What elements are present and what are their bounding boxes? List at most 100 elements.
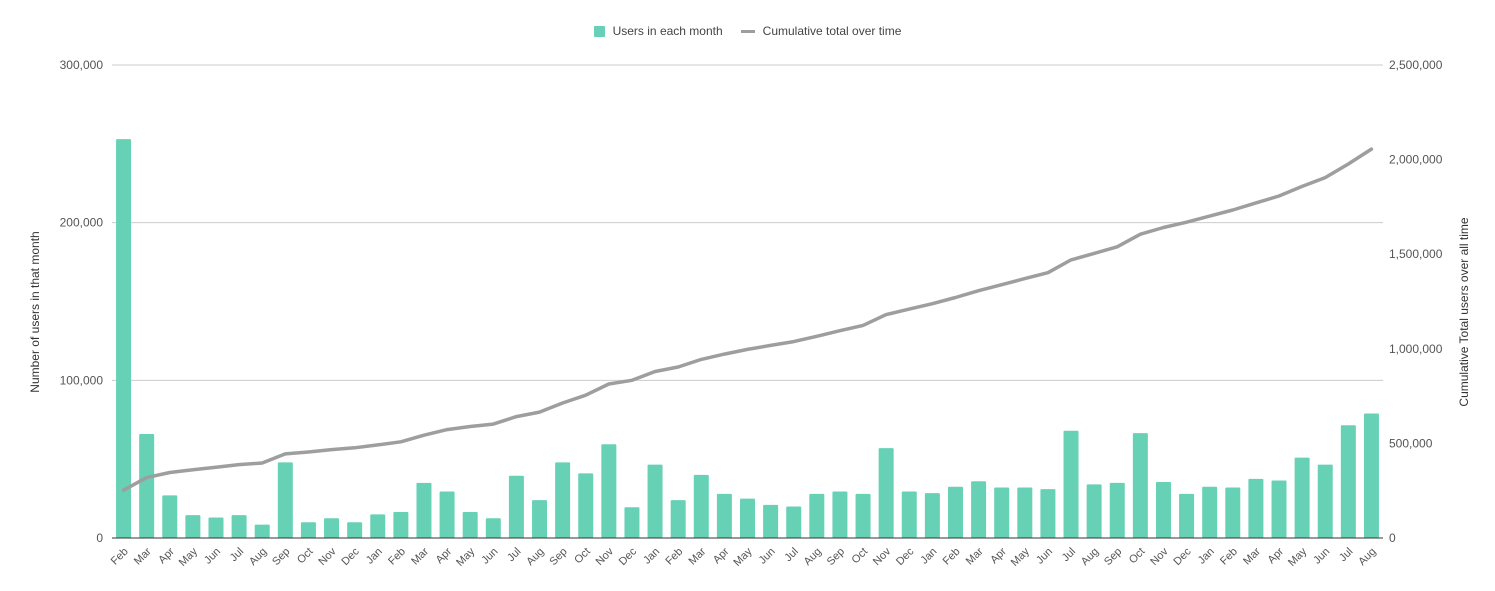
x-tick-label: Sep (547, 546, 569, 568)
x-tick-label: Apr (711, 545, 732, 566)
x-tick-label: Jun (479, 546, 500, 567)
bar (1109, 482, 1125, 538)
x-tick-label: Jul (228, 546, 246, 564)
bar (370, 514, 386, 538)
right-tick-label: 2,000,000 (1389, 153, 1443, 167)
bar (1040, 489, 1056, 538)
bar (947, 486, 963, 538)
bar (994, 487, 1010, 538)
x-tick-label: Feb (941, 546, 963, 568)
x-tick-label: May (1286, 545, 1310, 569)
bar (878, 448, 894, 538)
x-tick-label: May (454, 545, 478, 569)
bar (1363, 413, 1379, 538)
bar (924, 493, 940, 538)
x-tick-label: Mar (964, 545, 986, 567)
bar (1179, 493, 1195, 538)
x-tick-label: Dec (1171, 545, 1194, 568)
bar (1063, 430, 1079, 538)
x-tick-label: Jun (1311, 546, 1332, 567)
bar (1271, 480, 1287, 538)
x-tick-label: Nov (1148, 545, 1171, 568)
x-tick-label: Sep (825, 546, 847, 568)
bar (832, 491, 848, 538)
bar (1202, 486, 1218, 538)
x-tick-label: Feb (109, 546, 131, 568)
bar (786, 506, 802, 538)
bar (508, 475, 524, 538)
x-tick-label: May (1009, 545, 1033, 569)
x-tick-label: Feb (386, 546, 408, 568)
x-tick-label: Aug (1356, 546, 1378, 568)
x-tick-label: May (731, 545, 755, 569)
bar (162, 495, 178, 538)
bar (300, 522, 316, 538)
x-tick-label: Aug (247, 546, 269, 568)
left-tick-label: 100,000 (60, 373, 104, 387)
bar (1294, 457, 1310, 538)
x-tick-label: Jul (782, 546, 800, 564)
bar (185, 515, 201, 538)
x-tick-label: Mar (1241, 545, 1263, 567)
bar (1340, 425, 1356, 538)
x-tick-label: Oct (572, 546, 593, 567)
right-tick-label: 0 (1389, 531, 1396, 545)
legend-bars-label: Users in each month (612, 24, 723, 38)
x-tick-label: Aug (1079, 546, 1101, 568)
x-tick-label: Apr (434, 545, 455, 566)
bar (393, 511, 409, 538)
bar (116, 139, 132, 538)
x-tick-label: Dec (617, 545, 640, 568)
bar (716, 493, 732, 538)
bar (324, 518, 340, 538)
right-tick-label: 2,500,000 (1389, 58, 1443, 72)
bar (601, 444, 617, 538)
x-tick-label: Dec (894, 545, 917, 568)
bar (670, 500, 686, 538)
left-tick-label: 200,000 (60, 216, 104, 230)
x-tick-label: Jun (757, 546, 778, 567)
x-tick-label: Jan (918, 546, 939, 567)
bar (1225, 487, 1241, 538)
legend-item-bars[interactable]: Users in each month (593, 24, 723, 38)
x-tick-label: Oct (295, 546, 316, 567)
x-tick-label: Jul (1060, 546, 1078, 564)
bar (347, 522, 363, 538)
bar (647, 464, 663, 538)
x-tick-label: Nov (316, 545, 339, 568)
x-tick-label: Nov (871, 545, 894, 568)
legend-item-line[interactable]: Cumulative total over time (740, 24, 901, 38)
bar (624, 507, 640, 538)
left-tick-label: 0 (96, 531, 103, 545)
legend-line-swatch (740, 29, 755, 33)
x-tick-label: Jul (1337, 546, 1355, 564)
bar (763, 504, 779, 538)
bar (139, 433, 155, 538)
x-tick-label: Oct (1127, 546, 1148, 567)
bar (439, 491, 455, 538)
x-tick-label: Jan (364, 546, 385, 567)
bar (971, 481, 987, 538)
bar (555, 462, 571, 538)
bar (1317, 464, 1333, 538)
x-tick-label: Aug (802, 546, 824, 568)
bar (1155, 482, 1171, 538)
chart-legend: Users in each month Cumulative total ove… (0, 24, 1495, 38)
bar (1132, 433, 1148, 538)
bar (277, 462, 293, 538)
x-tick-label: Feb (663, 546, 685, 568)
right-tick-label: 1,500,000 (1389, 247, 1443, 261)
bar (1248, 478, 1264, 538)
bar (532, 500, 548, 538)
x-tick-label: Jan (1196, 546, 1217, 567)
bar (693, 474, 709, 538)
x-tick-label: Sep (270, 546, 292, 568)
bar (485, 518, 501, 538)
bar (208, 517, 224, 538)
x-tick-label: Jul (505, 546, 523, 564)
bar (1086, 484, 1102, 538)
x-tick-label: Dec (339, 545, 362, 568)
x-tick-label: Jun (1034, 546, 1055, 567)
x-tick-label: Nov (594, 545, 617, 568)
